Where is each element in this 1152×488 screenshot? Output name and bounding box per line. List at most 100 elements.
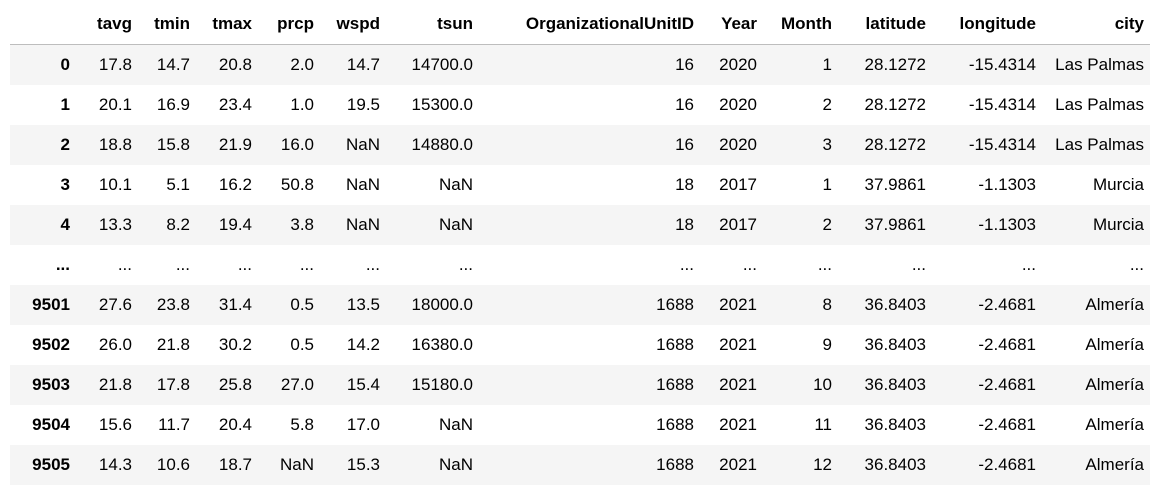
table-cell: NaN <box>279 454 314 474</box>
table-cell: 0.5 <box>290 294 314 314</box>
table-cell: 2020 <box>719 54 757 74</box>
table-cell: NaN <box>438 454 473 474</box>
table-cell: -15.4314 <box>968 94 1036 114</box>
table-cell: Almería <box>1085 294 1144 314</box>
table-cell: 14.7 <box>346 54 380 74</box>
table-cell: Las Palmas <box>1055 54 1144 74</box>
table-cell: 17.8 <box>156 374 190 394</box>
table-cell: Almería <box>1085 414 1144 434</box>
table-cell: 18000.0 <box>411 294 473 314</box>
table-cell: NaN <box>438 174 473 194</box>
table-cell: ... <box>365 254 380 274</box>
row-index: ... <box>55 254 70 274</box>
column-header: tavg <box>76 4 138 45</box>
table-cell: 15.3 <box>346 454 380 474</box>
table-cell: -1.1303 <box>978 174 1036 194</box>
table-cell: NaN <box>345 214 380 234</box>
row-index: 9501 <box>32 294 70 314</box>
table-cell: Almería <box>1085 454 1144 474</box>
table-cell: 1688 <box>656 414 694 434</box>
table-cell: 27.0 <box>280 374 314 394</box>
table-cell: 16.2 <box>218 174 252 194</box>
table-cell: 30.2 <box>218 334 252 354</box>
table-cell: 27.6 <box>98 294 132 314</box>
table-cell: 16.9 <box>156 94 190 114</box>
table-cell: 1 <box>822 174 832 194</box>
row-index: 1 <box>60 94 70 114</box>
table-cell: 21.9 <box>218 134 252 154</box>
table-cell: 2020 <box>719 94 757 114</box>
table-cell: 11.7 <box>158 414 190 434</box>
table-cell: -2.4681 <box>978 414 1036 434</box>
table-cell: 20.4 <box>218 414 252 434</box>
column-header: tsun <box>386 4 479 45</box>
table-cell: ... <box>117 254 132 274</box>
table-row: 3 10.1 5.1 16.2 50.8 NaN NaN 18 2017 1 37.9861 -1.1… <box>10 165 1150 205</box>
table-cell: -2.4681 <box>978 294 1036 314</box>
table-cell: 21.8 <box>98 374 132 394</box>
table-cell: 36.8403 <box>864 414 926 434</box>
table-cell: ... <box>458 254 473 274</box>
table-cell: Murcia <box>1092 214 1144 234</box>
table-cell: Almería <box>1085 334 1144 354</box>
table-cell: 50.8 <box>280 174 314 194</box>
dataframe-table: tavg tmin tmax prcp wspd tsun OrganizationalUn… <box>10 4 1150 485</box>
column-header: Year <box>700 4 763 45</box>
table-cell: 18.8 <box>98 134 132 154</box>
row-index: 9502 <box>32 334 70 354</box>
table-cell: 28.1272 <box>864 94 926 114</box>
table-cell: 3 <box>822 134 832 154</box>
table-cell: 21.8 <box>156 334 190 354</box>
table-cell: 18 <box>675 214 694 234</box>
table-cell: ... <box>679 254 694 274</box>
table-cell: NaN <box>345 174 380 194</box>
table-cell: 16 <box>675 94 694 114</box>
table-row: ....................................... <box>10 245 1150 285</box>
table-cell: ... <box>742 254 757 274</box>
table-row: 1 20.1 16.9 23.4 1.0 19.5 15300.0 16 2020 2 28.127… <box>10 85 1150 125</box>
table-cell: 2017 <box>719 214 757 234</box>
column-header: longitude <box>932 4 1042 45</box>
table-cell: Almería <box>1085 374 1144 394</box>
table-row: 4 13.3 8.2 19.4 3.8 NaN NaN 18 2017 2 37.9861 -1.13… <box>10 204 1150 245</box>
table-cell: Las Palmas <box>1055 94 1144 114</box>
table-cell: 17.0 <box>346 414 380 434</box>
table-cell: 18.7 <box>218 454 252 474</box>
table-cell: 19.5 <box>346 94 380 114</box>
row-index: 4 <box>60 214 70 234</box>
table-cell: 31.4 <box>218 294 252 314</box>
table-cell: 23.4 <box>218 94 252 114</box>
table-cell: 14.7 <box>156 54 190 74</box>
table-cell: ... <box>1021 254 1036 274</box>
table-cell: 13.5 <box>346 294 380 314</box>
column-header: OrganizationalUnitID <box>479 4 700 45</box>
table-cell: 36.8403 <box>864 454 926 474</box>
table-cell: 28.1272 <box>864 54 926 74</box>
table-cell: NaN <box>438 414 473 434</box>
table-cell: 8.2 <box>166 214 190 234</box>
table-cell: 2020 <box>719 134 757 154</box>
table-cell: 19.4 <box>218 214 252 234</box>
table-cell: 20.8 <box>218 54 252 74</box>
row-index: 2 <box>60 134 70 154</box>
table-cell: ... <box>911 254 926 274</box>
table-cell: 5.8 <box>290 414 314 434</box>
table-cell: 2021 <box>719 374 757 394</box>
table-cell: 14700.0 <box>411 54 473 74</box>
column-header: prcp <box>258 4 320 45</box>
table-cell: 2.0 <box>290 54 314 74</box>
table-cell: 2021 <box>719 294 757 314</box>
table-cell: Las Palmas <box>1055 134 1144 154</box>
table-cell: -2.4681 <box>978 454 1036 474</box>
table-cell: 11 <box>814 414 832 434</box>
table-cell: 0.5 <box>290 334 314 354</box>
table-row: 2 18.8 15.8 21.9 16.0 NaN 14880.0 16 2020 3 28.127… <box>10 124 1150 165</box>
table-cell: -1.1303 <box>978 214 1036 234</box>
table-cell: -15.4314 <box>968 134 1036 154</box>
table-cell: 10.6 <box>156 454 190 474</box>
row-index: 9505 <box>32 454 70 474</box>
table-cell: 9 <box>822 334 832 354</box>
table-cell: 14880.0 <box>411 134 473 154</box>
table-cell: 36.8403 <box>864 334 926 354</box>
row-index: 9504 <box>32 414 70 434</box>
